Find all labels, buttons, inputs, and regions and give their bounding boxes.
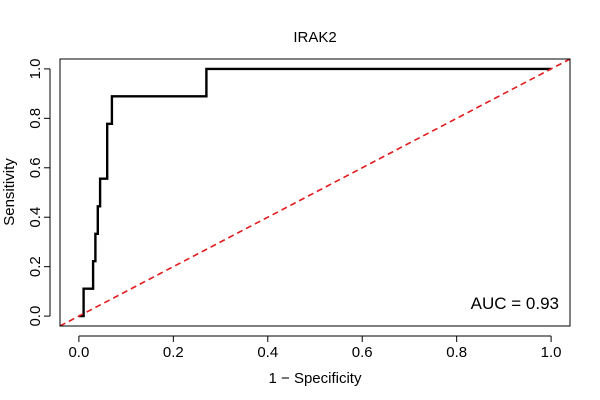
chart-title: IRAK2 — [293, 29, 336, 46]
roc-curve-line — [78, 67, 552, 318]
x-tick-label: 1.0 — [541, 344, 562, 361]
y-tick-label: 1.0 — [27, 58, 44, 79]
y-tick-label: 0.6 — [27, 157, 44, 178]
x-tick-label: 0.6 — [352, 344, 373, 361]
series-layer — [59, 58, 571, 327]
y-tick-label: 0.0 — [27, 306, 44, 327]
y-tick-label: 0.8 — [27, 108, 44, 129]
x-tick-label: 0.4 — [257, 344, 278, 361]
x-tick-label: 0.8 — [446, 344, 467, 361]
y-tick-label: 0.2 — [27, 256, 44, 277]
reference-diagonal-line — [59, 58, 571, 327]
auc-annotation: AUC = 0.93 — [471, 294, 559, 313]
x-axis-title: 1 − Specificity — [269, 370, 362, 387]
y-tick-label: 0.4 — [27, 207, 44, 228]
y-axis-title: Sensitivity — [1, 158, 18, 226]
plot-frame — [59, 58, 571, 327]
x-tick-label: 0.0 — [68, 344, 89, 361]
y-axis: 0.0 0.2 0.4 0.6 0.8 1.0 — [27, 58, 51, 327]
x-axis: 0.0 0.2 0.4 0.6 0.8 1.0 — [68, 335, 562, 361]
x-tick-label: 0.2 — [163, 344, 184, 361]
